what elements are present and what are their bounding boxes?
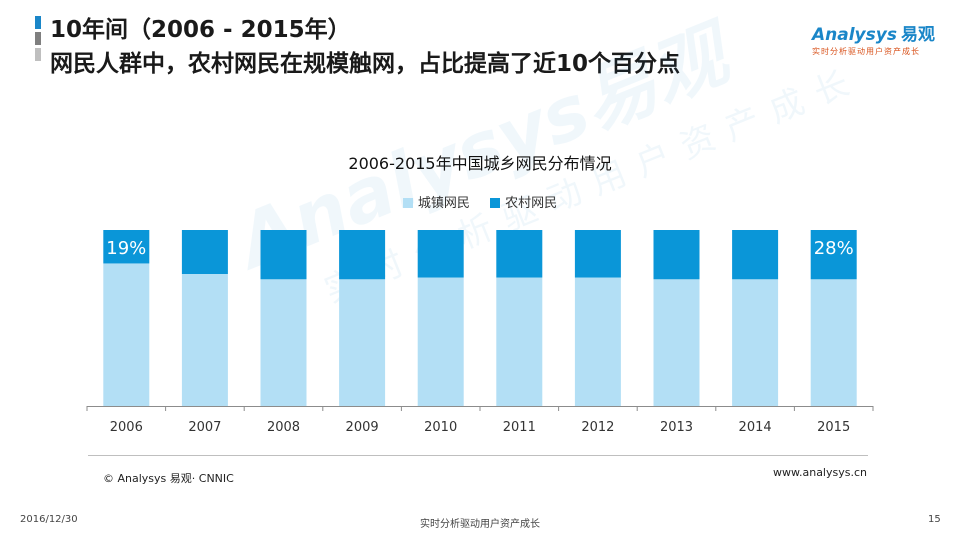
accent-bar-blue	[35, 16, 41, 29]
x-tick-label-2011: 2011	[503, 420, 536, 435]
data-label-2015: 28%	[814, 238, 854, 259]
bar-urban-2010	[417, 277, 464, 406]
data-label-2006: 19%	[106, 238, 146, 259]
x-tick-label-2014: 2014	[739, 420, 772, 435]
footer-date: 2016/12/30	[20, 514, 78, 525]
legend-swatch-urban	[402, 198, 413, 208]
footer-slogan: 实时分析驱动用户资产成长	[420, 519, 540, 530]
legend-item-rural: 农村网民	[490, 192, 557, 211]
bar-urban-2007	[181, 274, 228, 406]
bar-rural-2012	[574, 230, 621, 278]
legend-item-urban: 城镇网民	[402, 192, 470, 211]
x-tick-label-2007: 2007	[188, 420, 221, 435]
x-tick-label-2012: 2012	[581, 420, 614, 435]
legend-label-rural: 农村网民	[505, 196, 558, 211]
bar-rural-2011	[496, 230, 543, 278]
bar-urban-2011	[496, 277, 543, 406]
bar-urban-2013	[653, 279, 700, 406]
bar-urban-2014	[732, 279, 779, 406]
chart-title: 2006-2015年中国城乡网民分布情况	[348, 154, 612, 173]
website-link[interactable]: www.analysys.cn	[773, 466, 867, 479]
legend-swatch-rural	[490, 198, 501, 208]
bar-rural-2015	[810, 230, 857, 280]
title-accent	[35, 16, 41, 64]
legend-label-urban: 城镇网民	[417, 196, 470, 211]
bar-urban-2015	[810, 279, 857, 406]
bar-urban-2012	[574, 277, 621, 406]
bar-rural-2010	[417, 230, 464, 278]
bar-rural-2008	[260, 230, 307, 280]
analysys-logo: Analysys 易观 实时分析驱动用户资产成长	[812, 20, 942, 57]
bar-rural-2006	[103, 230, 150, 264]
page-number: 15	[928, 514, 941, 525]
bar-rural-2014	[732, 230, 779, 280]
x-tick-label-2009: 2009	[346, 420, 379, 435]
footer-divider	[88, 455, 868, 456]
x-tick-label-2015: 2015	[817, 420, 850, 435]
x-tick-label-2013: 2013	[660, 420, 693, 435]
accent-bar-gray	[35, 32, 41, 45]
x-tick-label-2008: 2008	[267, 420, 300, 435]
bar-urban-2009	[339, 279, 386, 406]
chart-legend: 城镇网民 农村网民	[0, 192, 960, 211]
accent-bar-light	[35, 48, 41, 61]
logo-brand-cn: 易观	[900, 25, 935, 45]
logo-brand: Analysys	[812, 25, 897, 45]
bar-urban-2008	[260, 279, 307, 406]
bar-rural-2007	[181, 230, 228, 274]
logo-slogan: 实时分析驱动用户资产成长	[812, 47, 920, 56]
data-source: © Analysys 易观· CNNIC	[103, 472, 234, 485]
bar-rural-2009	[339, 230, 386, 280]
x-tick-label-2006: 2006	[110, 420, 143, 435]
bar-rural-2013	[653, 230, 700, 280]
bar-urban-2006	[103, 263, 150, 406]
x-tick-label-2010: 2010	[424, 420, 457, 435]
page-subtitle: 网民人群中，农村网民在规模触网，占比提高了近10个百分点	[50, 51, 681, 77]
page-title: 10年间（2006 - 2015年）	[50, 17, 351, 43]
